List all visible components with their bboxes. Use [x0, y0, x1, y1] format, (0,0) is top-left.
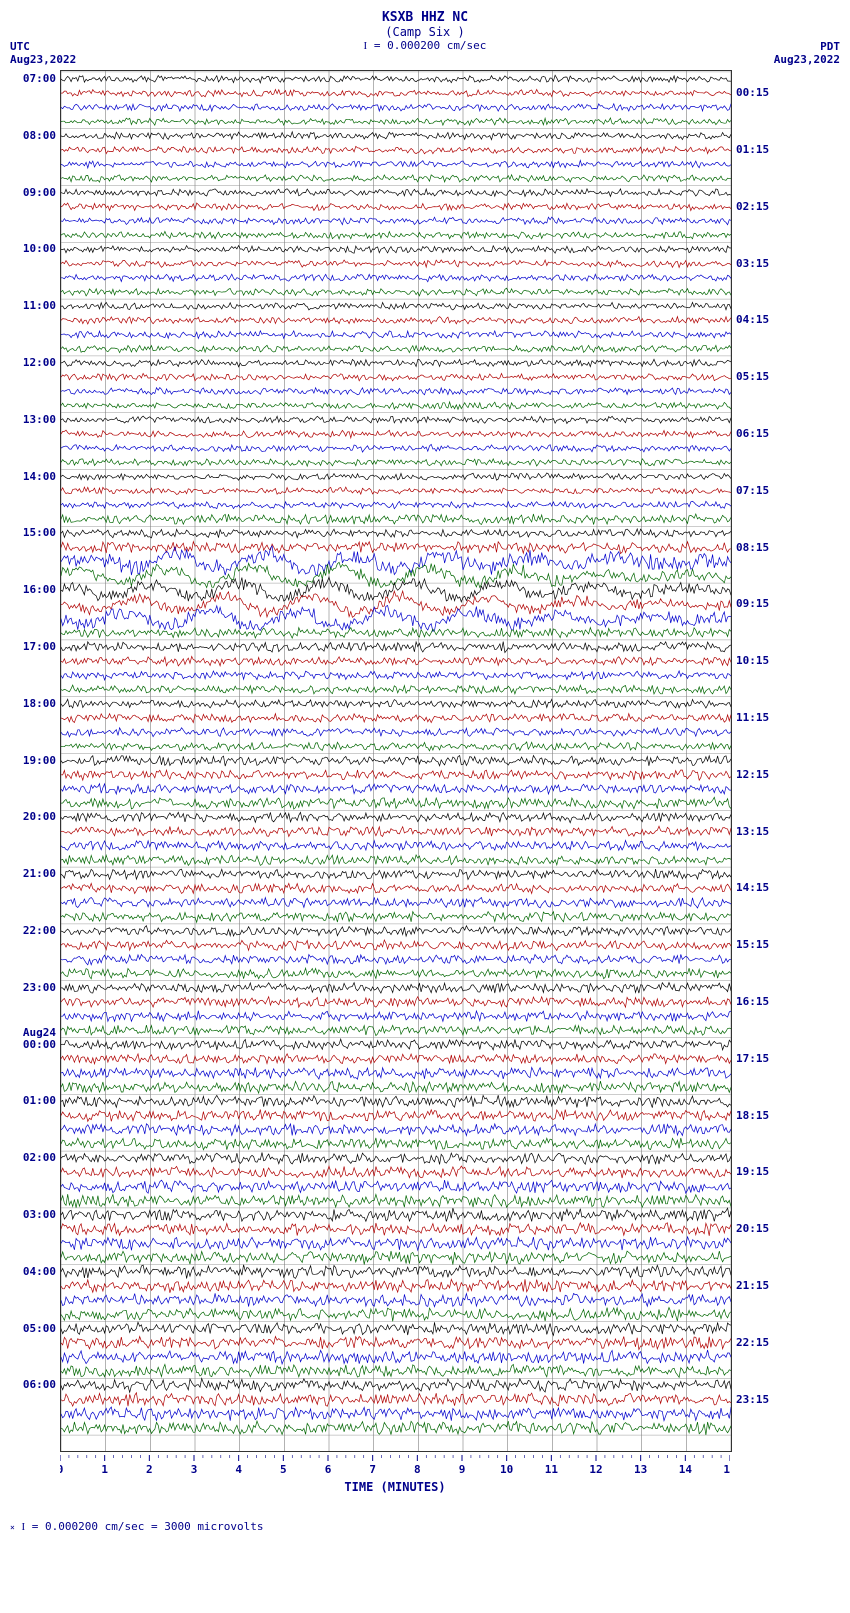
right-tz: PDT: [774, 40, 840, 53]
svg-text:7: 7: [369, 1463, 376, 1476]
svg-text:8: 8: [414, 1463, 421, 1476]
header: UTC Aug23,2022 PDT Aug23,2022 KSXB HHZ N…: [10, 10, 840, 70]
svg-text:3: 3: [191, 1463, 198, 1476]
title-main: KSXB HHZ NC: [10, 10, 840, 25]
right-hour-label: 14:15: [736, 881, 769, 894]
right-hour-label: 21:15: [736, 1279, 769, 1292]
left-hour-label: 17:00: [23, 640, 56, 653]
right-hour-label: 06:15: [736, 427, 769, 440]
svg-text:1: 1: [101, 1463, 108, 1476]
right-hour-label: 20:15: [736, 1222, 769, 1235]
right-hour-label: 18:15: [736, 1109, 769, 1122]
left-hour-label: 03:00: [23, 1208, 56, 1221]
xaxis-label: TIME (MINUTES): [60, 1480, 730, 1494]
right-hour-label: 09:15: [736, 597, 769, 610]
left-hour-label: 18:00: [23, 697, 56, 710]
right-hour-label: 02:15: [736, 200, 769, 213]
right-hour-label: 04:15: [736, 313, 769, 326]
right-hour-label: 15:15: [736, 938, 769, 951]
right-hour-label: 16:15: [736, 995, 769, 1008]
left-hour-label: 01:00: [23, 1094, 56, 1107]
left-hour-label: 10:00: [23, 242, 56, 255]
left-hour-label: 11:00: [23, 299, 56, 312]
left-hour-label: 09:00: [23, 186, 56, 199]
right-hour-label: 01:15: [736, 143, 769, 156]
right-hour-label: 05:15: [736, 370, 769, 383]
right-hour-label: 19:15: [736, 1165, 769, 1178]
xaxis-ticks: 0123456789101112131415: [60, 1455, 730, 1477]
right-hour-label: 00:15: [736, 86, 769, 99]
left-hour-label: 08:00: [23, 129, 56, 142]
right-hour-label: 08:15: [736, 541, 769, 554]
left-date-block: UTC Aug23,2022: [10, 40, 76, 66]
left-hour-label: 07:00: [23, 72, 56, 85]
right-hour-label: 07:15: [736, 484, 769, 497]
right-hour-label: 23:15: [736, 1393, 769, 1406]
left-hour-label: 15:00: [23, 526, 56, 539]
left-hour-label: 14:00: [23, 470, 56, 483]
footer-text: = 0.000200 cm/sec = 3000 microvolts: [32, 1520, 264, 1533]
right-hour-label: 10:15: [736, 654, 769, 667]
svg-text:14: 14: [679, 1463, 693, 1476]
tick-symbol: I: [21, 1521, 25, 1533]
right-hour-label: 12:15: [736, 768, 769, 781]
scale-label: I = 0.000200 cm/sec: [10, 39, 840, 52]
svg-text:9: 9: [459, 1463, 466, 1476]
right-hour-label: 13:15: [736, 825, 769, 838]
left-hour-label: 13:00: [23, 413, 56, 426]
left-tz: UTC: [10, 40, 76, 53]
svg-text:5: 5: [280, 1463, 287, 1476]
svg-text:0: 0: [60, 1463, 63, 1476]
left-hour-label: 19:00: [23, 754, 56, 767]
title-sub: (Camp Six ): [10, 25, 840, 39]
left-hour-label: 23:00: [23, 981, 56, 994]
svg-text:15: 15: [723, 1463, 730, 1476]
svg-text:10: 10: [500, 1463, 513, 1476]
right-hour-label: 17:15: [736, 1052, 769, 1065]
right-time-labels: 00:15 01:15 02:15 03:15 04:15 05:15 06:15 07:15…: [734, 70, 814, 1450]
left-hour-label: 00:00: [23, 1038, 56, 1051]
left-date: Aug23,2022: [10, 53, 76, 66]
plot-area: 07:00 08:00 09:00 10:00 11:00 12:00 13:00 14:00…: [10, 70, 840, 1470]
left-time-labels: 07:00 08:00 09:00 10:00 11:00 12:00 13:00 14:00…: [10, 70, 58, 1450]
left-hour-label: 21:00: [23, 867, 56, 880]
xaxis: 0123456789101112131415 TIME (MINUTES): [60, 1455, 730, 1494]
svg-text:2: 2: [146, 1463, 153, 1476]
footer: × I = 0.000200 cm/sec = 3000 microvolts: [10, 1520, 840, 1533]
svg-text:13: 13: [634, 1463, 647, 1476]
seismogram-container: UTC Aug23,2022 PDT Aug23,2022 KSXB HHZ N…: [10, 10, 840, 1533]
svg-text:12: 12: [589, 1463, 602, 1476]
left-hour-label: 12:00: [23, 356, 56, 369]
left-hour-label: 16:00: [23, 583, 56, 596]
svg-text:6: 6: [325, 1463, 332, 1476]
left-hour-label: 02:00: [23, 1151, 56, 1164]
left-hour-label: 04:00: [23, 1265, 56, 1278]
left-hour-label: 20:00: [23, 810, 56, 823]
tick-icon: I: [364, 40, 368, 52]
right-date: Aug23,2022: [774, 53, 840, 66]
left-hour-label: 22:00: [23, 924, 56, 937]
seismogram-chart: [60, 70, 732, 1452]
tick-icon: ×: [10, 1523, 15, 1532]
right-date-block: PDT Aug23,2022: [774, 40, 840, 66]
left-hour-label: 05:00: [23, 1322, 56, 1335]
svg-text:11: 11: [545, 1463, 559, 1476]
left-hour-label: 06:00: [23, 1378, 56, 1391]
right-hour-label: 11:15: [736, 711, 769, 724]
svg-text:4: 4: [235, 1463, 242, 1476]
right-hour-label: 22:15: [736, 1336, 769, 1349]
right-hour-label: 03:15: [736, 257, 769, 270]
